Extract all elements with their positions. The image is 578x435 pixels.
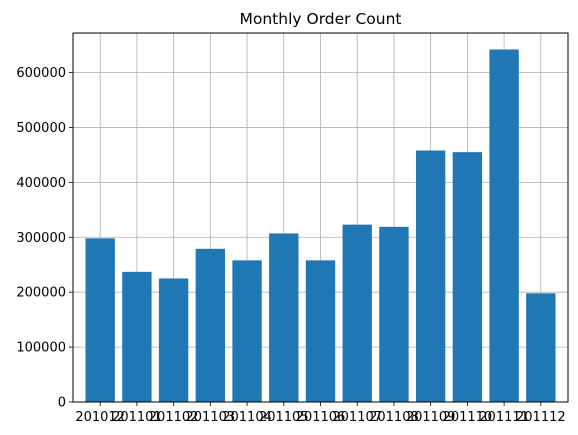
y-tick-label: 600000 <box>16 66 66 81</box>
x-tick-label: 201112 <box>516 410 566 425</box>
bar-201106 <box>305 260 336 402</box>
x-tick-label: 201109 <box>406 410 456 425</box>
bar-201108 <box>379 226 409 402</box>
x-axis: 2010122011012011022011032011042011052011… <box>75 402 566 425</box>
x-tick-label: 201012 <box>75 410 125 425</box>
x-tick-label: 201105 <box>259 410 309 425</box>
bar-201109 <box>415 150 446 402</box>
bar-201102 <box>158 278 189 402</box>
bar-201103 <box>195 248 226 402</box>
y-axis: 0 100000 200000 300000 400000 500000 600000 <box>16 66 73 411</box>
bar-201112 <box>526 293 556 402</box>
y-tick-label: 300000 <box>16 231 66 246</box>
bar-201110 <box>452 152 483 402</box>
y-tick-label: 400000 <box>16 176 66 191</box>
y-tick-label: 100000 <box>16 341 66 356</box>
x-tick-label: 201101 <box>112 410 162 425</box>
bar-201111 <box>489 49 519 403</box>
x-tick-label: 201106 <box>296 410 346 425</box>
x-tick-label: 201111 <box>479 410 529 425</box>
bar-201107 <box>342 224 372 402</box>
y-tick-label: 500000 <box>16 121 66 136</box>
y-tick-label: 0 <box>58 396 66 411</box>
chart-title: Monthly Order Count <box>240 10 402 28</box>
x-tick-label: 201107 <box>332 410 382 425</box>
bar-201012 <box>85 238 115 402</box>
x-tick-label: 201110 <box>443 410 493 425</box>
bars <box>85 49 556 403</box>
y-tick-label: 200000 <box>16 286 66 301</box>
bar-201101 <box>122 271 152 402</box>
x-tick-label: 201103 <box>186 410 236 425</box>
bar-201105 <box>269 233 299 402</box>
bar-201104 <box>232 260 262 402</box>
x-tick-label: 201102 <box>149 410 199 425</box>
x-tick-label: 201108 <box>369 410 419 425</box>
x-tick-label: 201104 <box>222 410 272 425</box>
